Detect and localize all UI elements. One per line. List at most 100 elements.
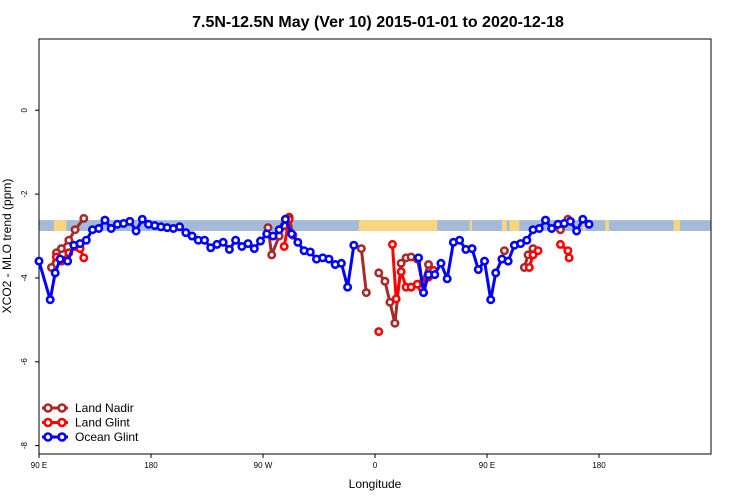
legend-label: Land Glint bbox=[75, 416, 130, 430]
ocean-glint-point bbox=[181, 228, 191, 238]
ocean-glint-point bbox=[442, 274, 452, 284]
ocean-glint-point bbox=[547, 223, 557, 233]
land-band-segment bbox=[509, 220, 520, 231]
y-tick-label: -4 bbox=[20, 274, 29, 282]
land-glint-point bbox=[387, 239, 397, 249]
legend-item-land-glint: Land Glint bbox=[42, 416, 130, 430]
legend-swatch-marker bbox=[57, 432, 67, 442]
ocean-glint-point bbox=[206, 243, 216, 253]
ocean-glint-point bbox=[305, 247, 315, 257]
ocean-glint-point bbox=[419, 288, 429, 298]
y-axis-label: XCO2 - MLO trend (ppm) bbox=[0, 179, 14, 314]
ocean-glint-point bbox=[287, 229, 297, 239]
x-axis: 90 E 180 90 W 0 90 E 180 bbox=[31, 454, 606, 470]
land-nadir-point bbox=[396, 258, 406, 268]
ocean-glint-point bbox=[224, 244, 234, 254]
ocean-glint-point bbox=[187, 231, 197, 241]
land-nadir-point bbox=[361, 288, 371, 298]
legend-label: Ocean Glint bbox=[75, 430, 139, 444]
ocean-glint-point bbox=[81, 235, 91, 245]
land-glint-point bbox=[564, 253, 574, 263]
land-band-segment bbox=[501, 220, 507, 231]
ocean-glint-point bbox=[540, 215, 550, 225]
land-band-segment bbox=[53, 220, 67, 231]
ocean-glint-point bbox=[243, 239, 253, 249]
land-band-segment bbox=[358, 220, 438, 231]
land-nadir-point bbox=[385, 297, 395, 307]
chart-title: 7.5N-12.5N May (Ver 10) 2015-01-01 to 20… bbox=[192, 14, 564, 31]
x-tick-label: 90 E bbox=[31, 461, 47, 470]
ocean-glint-point bbox=[455, 235, 465, 245]
y-tick-label: -2 bbox=[20, 190, 29, 198]
legend-swatch-marker bbox=[57, 403, 67, 413]
land-glint-point bbox=[555, 239, 565, 249]
y-tick-label: -8 bbox=[20, 442, 29, 450]
land-glint-point bbox=[533, 246, 543, 256]
ocean-glint-point bbox=[34, 256, 44, 266]
x-tick-label: 90 E bbox=[479, 461, 495, 470]
ocean-glint-point bbox=[274, 225, 284, 235]
ocean-glint-point bbox=[175, 222, 185, 232]
ocean-glint-point bbox=[486, 295, 496, 305]
land-glint-point bbox=[524, 262, 534, 272]
ocean-glint-point bbox=[565, 216, 575, 226]
ocean-glint-point bbox=[137, 214, 147, 224]
land-nadir-point bbox=[70, 225, 80, 235]
ocean-glint-point bbox=[343, 282, 353, 292]
land-nadir-point bbox=[56, 244, 66, 254]
ocean-glint-point bbox=[218, 237, 228, 247]
plot-frame bbox=[38, 38, 712, 455]
land-nadir-point bbox=[380, 276, 390, 286]
ocean-glint-point bbox=[480, 256, 490, 266]
ocean-glint-point bbox=[436, 258, 446, 268]
ocean-glint-point bbox=[50, 268, 60, 278]
land-nadir-point bbox=[424, 260, 434, 270]
ocean-glint-point bbox=[94, 223, 104, 233]
series-layer bbox=[34, 212, 594, 337]
land-glint-point bbox=[374, 327, 384, 337]
ocean-glint-point bbox=[491, 268, 501, 278]
ocean-glint-point bbox=[55, 254, 65, 264]
x-tick-label: 180 bbox=[592, 461, 606, 470]
y-axis: 0 -2 -4 -6 -8 bbox=[20, 107, 39, 449]
legend-swatch-marker bbox=[43, 432, 53, 442]
ocean-glint-point bbox=[200, 235, 210, 245]
land-nadir-point bbox=[64, 235, 74, 245]
ocean-glint-point bbox=[125, 216, 135, 226]
land-band-segment bbox=[469, 220, 473, 231]
land-glint-point bbox=[396, 267, 406, 277]
x-tick-label: 90 W bbox=[254, 461, 273, 470]
land-nadir-point bbox=[390, 318, 400, 328]
ocean-glint-point bbox=[578, 214, 588, 224]
ocean-glint-point bbox=[131, 226, 141, 236]
ocean-glint-point bbox=[430, 270, 440, 280]
ocean-glint-point bbox=[268, 231, 278, 241]
ocean-glint-point bbox=[256, 236, 266, 246]
ocean-glint-point bbox=[534, 223, 544, 233]
land-glint-point bbox=[279, 242, 289, 252]
ocean-glint-point bbox=[63, 256, 73, 266]
y-tick-label: 0 bbox=[20, 107, 29, 112]
ocean-glint-point bbox=[336, 258, 346, 268]
x-tick-label: 180 bbox=[144, 461, 158, 470]
legend-item-ocean-glint: Ocean Glint bbox=[42, 430, 139, 444]
land-nadir-point bbox=[356, 244, 366, 254]
ocean-glint-point bbox=[584, 219, 594, 229]
y-tick-label: -6 bbox=[20, 358, 29, 366]
land-nadir-point bbox=[374, 268, 384, 278]
ocean-glint-point bbox=[280, 214, 290, 224]
land-band-segment bbox=[605, 220, 609, 231]
ocean-glint-point bbox=[467, 244, 477, 254]
ocean-glint-point bbox=[414, 253, 424, 263]
ocean-glint-point bbox=[572, 226, 582, 236]
ocean-glint-point bbox=[45, 295, 55, 305]
legend-swatch-marker bbox=[43, 403, 53, 413]
legend-label: Land Nadir bbox=[75, 401, 134, 415]
ocean-glint-point bbox=[249, 244, 259, 254]
land-band-segment bbox=[582, 220, 586, 231]
land-nadir-line bbox=[359, 248, 368, 293]
land-glint-point bbox=[391, 294, 401, 304]
x-axis-label: Longitude bbox=[349, 477, 402, 491]
land-nadir-point bbox=[499, 246, 509, 256]
